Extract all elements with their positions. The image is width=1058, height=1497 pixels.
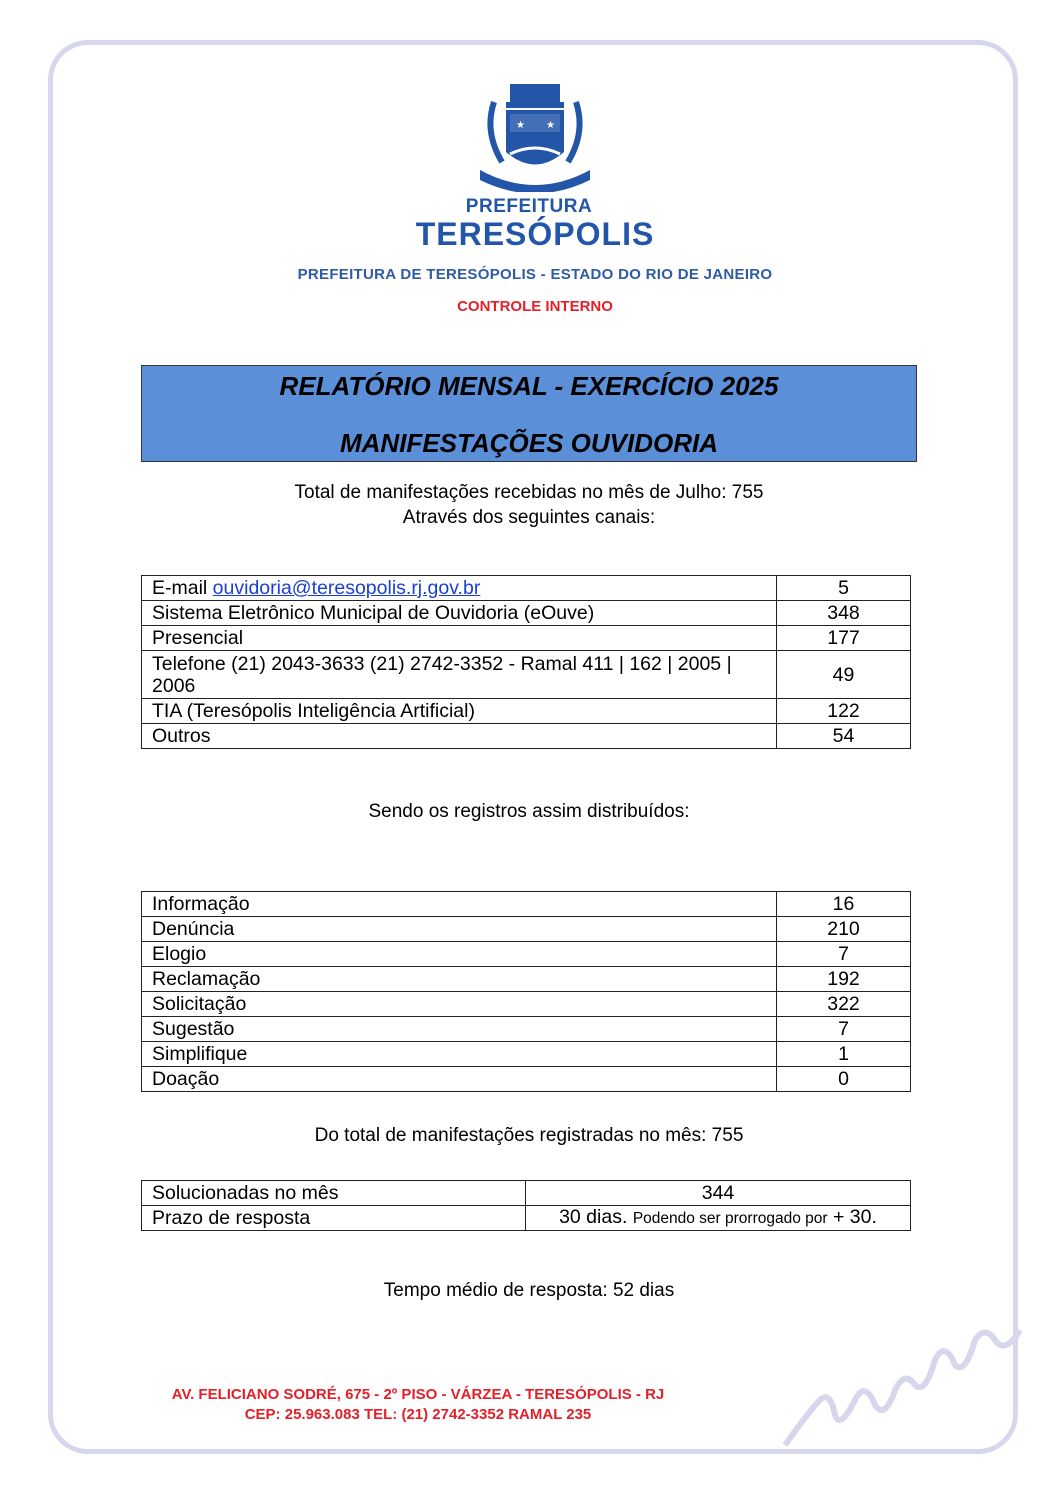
- type-label: Simplifique: [141, 1041, 777, 1067]
- deadline-label: Prazo de resposta: [141, 1205, 526, 1231]
- channel-value: 5: [776, 575, 911, 601]
- type-value: 7: [776, 941, 911, 967]
- channel-value: 122: [776, 698, 911, 724]
- type-label: Reclamação: [141, 966, 777, 992]
- svg-text:★: ★: [516, 120, 525, 131]
- table-row: Reclamação 192: [141, 966, 911, 992]
- intro-total: Total de manifestações recebidas no mês …: [294, 482, 764, 503]
- type-value: 7: [776, 1016, 911, 1042]
- channels-table: E-mail ouvidoria@teresopolis.rj.gov.br 5 …: [141, 575, 911, 749]
- type-value: 322: [776, 991, 911, 1017]
- channel-value: 54: [776, 723, 911, 749]
- table-row: Telefone (21) 2043-3633 (21) 2742-3352 -…: [141, 650, 911, 699]
- table-row: Sugestão 7: [141, 1016, 911, 1042]
- table-row: Informação 16: [141, 891, 911, 917]
- header-department: CONTROLE INTERNO: [457, 298, 613, 315]
- table-row: Outros 54: [141, 723, 911, 749]
- channel-label: Telefone (21) 2043-3633 (21) 2742-3352 -…: [141, 650, 777, 699]
- table-row: Doação 0: [141, 1066, 911, 1092]
- channel-label: Sistema Eletrônico Municipal de Ouvidori…: [141, 600, 777, 626]
- type-value: 16: [776, 891, 911, 917]
- intro-channels: Através dos seguintes canais:: [402, 507, 656, 528]
- type-value: 192: [776, 966, 911, 992]
- footer-address: AV. FELICIANO SODRÉ, 675 - 2º PISO - VÁR…: [171, 1386, 665, 1403]
- channel-label: TIA (Teresópolis Inteligência Artificial…: [141, 698, 777, 724]
- table-row: Elogio 7: [141, 941, 911, 967]
- channel-value: 177: [776, 625, 911, 651]
- type-label: Solicitação: [141, 991, 777, 1017]
- channel-label: E-mail ouvidoria@teresopolis.rj.gov.br: [141, 575, 777, 601]
- type-label: Sugestão: [141, 1016, 777, 1042]
- channel-label: Outros: [141, 723, 777, 749]
- table-row: Simplifique 1: [141, 1041, 911, 1067]
- type-value: 1: [776, 1041, 911, 1067]
- type-label: Informação: [141, 891, 777, 917]
- summary-table: Solucionadas no mês 344 Prazo de resposta…: [141, 1180, 911, 1231]
- report-subtitle: MANIFESTAÇÕES OUVIDORIA: [340, 428, 718, 458]
- summary-heading: Do total de manifestações registradas no…: [314, 1125, 744, 1146]
- channel-value: 348: [776, 600, 911, 626]
- type-value: 0: [776, 1066, 911, 1092]
- type-value: 210: [776, 916, 911, 942]
- table-row: Solicitação 322: [141, 991, 911, 1017]
- distribution-heading: Sendo os registros assim distribuídos:: [368, 801, 690, 822]
- table-row: Denúncia 210: [141, 916, 911, 942]
- report-title: RELATÓRIO MENSAL - EXERCÍCIO 2025: [279, 371, 779, 401]
- solved-value: 344: [525, 1180, 911, 1206]
- report-title-box: RELATÓRIO MENSAL - EXERCÍCIO 2025 MANIFE…: [141, 365, 917, 462]
- table-row: Solucionadas no mês 344: [141, 1180, 911, 1206]
- brand-teresopolis: TERESÓPOLIS: [415, 216, 655, 252]
- brand-prefeitura: PREFEITURA: [465, 196, 593, 217]
- header-subtitle: PREFEITURA DE TERESÓPOLIS - ESTADO DO RI…: [297, 266, 773, 283]
- types-table: Informação 16 Denúncia 210 Elogio 7 Reclama…: [141, 891, 911, 1092]
- email-link[interactable]: ouvidoria@teresopolis.rj.gov.br: [212, 577, 481, 599]
- page-frame: [48, 40, 1018, 1454]
- channel-label: Presencial: [141, 625, 777, 651]
- table-row: Prazo de resposta 30 dias. Podendo ser pr…: [141, 1205, 911, 1231]
- deadline-value: 30 dias. Podendo ser prorrogado por + 30…: [525, 1205, 911, 1231]
- average-response-time: Tempo médio de resposta: 52 dias: [383, 1280, 675, 1301]
- coat-of-arms-logo: ★ ★: [480, 84, 590, 192]
- decorative-mountain-line: [782, 1328, 1023, 1447]
- table-row: TIA (Teresópolis Inteligência Artificial…: [141, 698, 911, 724]
- table-row: Sistema Eletrônico Municipal de Ouvidori…: [141, 600, 911, 626]
- table-row: Presencial 177: [141, 625, 911, 651]
- type-label: Elogio: [141, 941, 777, 967]
- channel-value: 49: [776, 650, 911, 699]
- type-label: Doação: [141, 1066, 777, 1092]
- svg-text:★: ★: [546, 120, 555, 131]
- table-row: E-mail ouvidoria@teresopolis.rj.gov.br 5: [141, 575, 911, 601]
- type-label: Denúncia: [141, 916, 777, 942]
- footer-contact: CEP: 25.963.083 TEL: (21) 2742-3352 RAMA…: [244, 1406, 592, 1423]
- solved-label: Solucionadas no mês: [141, 1180, 526, 1206]
